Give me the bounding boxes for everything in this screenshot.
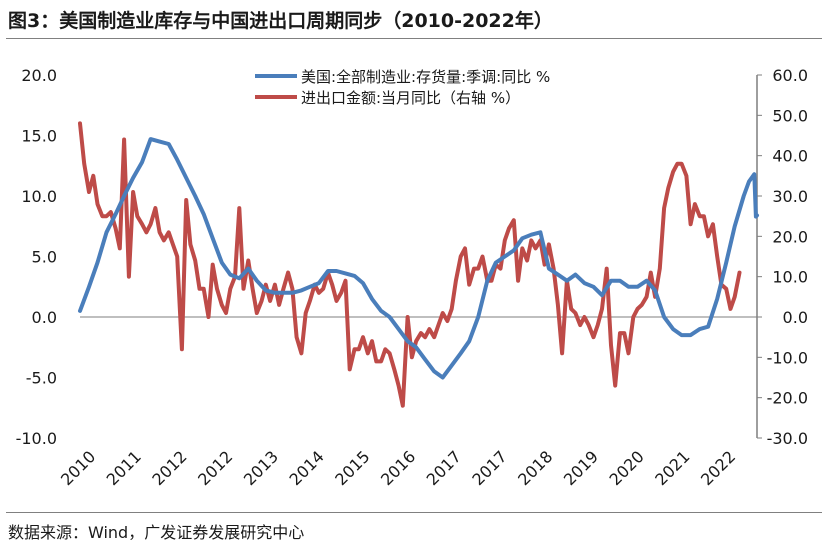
legend-label-red: 进出口金额:当月同比（右轴 %）	[301, 89, 520, 107]
legend-label-blue: 美国:全部制造业:存货量:季调:同比 %	[301, 68, 550, 86]
x-tick-label: 2016	[377, 447, 419, 489]
series-lines	[78, 121, 759, 408]
x-tick-label: 2017	[423, 447, 465, 489]
y-left-tick-label: 0.0	[32, 308, 57, 327]
y-left-tick-label: 5.0	[32, 248, 57, 267]
series-line-china-trade	[78, 121, 742, 408]
y-right-tick-label: 60.0	[772, 66, 808, 85]
x-tick-label: 2022	[697, 447, 739, 489]
x-tick-label: 2012	[194, 447, 236, 489]
y-right-tick-label: 10.0	[772, 268, 808, 287]
figure-title: 图3：美国制造业库存与中国进出口周期同步（2010-2022年）	[8, 10, 553, 32]
y-right-tick-label: 40.0	[772, 147, 808, 166]
y-left-tick-label: -10.0	[16, 429, 57, 448]
x-tick-label: 2015	[331, 447, 373, 489]
y-right-tick-label: 20.0	[772, 227, 808, 246]
x-tick-label: 2012	[148, 447, 190, 489]
y-right-tick-label: 30.0	[772, 187, 808, 206]
y-right-tick-label: -20.0	[767, 389, 808, 408]
y-left-tick-label: 10.0	[21, 187, 57, 206]
axes: 20.0 15.0 10.0 5.0 0.0 -5.0 -10.0 60.0 50.0 40.0 3…	[16, 66, 808, 489]
y-left-tick-label: -5.0	[26, 369, 57, 388]
source-note: 数据来源：Wind，广发证券发展研究中心	[8, 523, 305, 542]
x-tick-label: 2011	[103, 447, 145, 489]
y-right-tick-label: -10.0	[767, 348, 808, 367]
source-rule	[6, 512, 822, 513]
y-right-tick-label: 50.0	[772, 106, 808, 125]
x-tick-label: 2010	[57, 447, 99, 489]
y-left-tick-label: 20.0	[21, 66, 57, 85]
x-tick-label: 2013	[240, 447, 282, 489]
x-tick-label: 2019	[560, 447, 602, 489]
title-rule	[6, 38, 822, 39]
x-tick-label: 2017	[468, 447, 510, 489]
y-right-tick-label: 0.0	[783, 308, 808, 327]
x-tick-label: 2014	[286, 447, 328, 489]
x-tick-label: 2018	[514, 447, 556, 489]
series-line-us-inventory	[78, 137, 759, 380]
legend: 美国:全部制造业:存货量:季调:同比 % 进出口金额:当月同比（右轴 %）	[255, 68, 550, 107]
y-right-tick-label: -30.0	[767, 429, 808, 448]
x-tick-label: 2020	[606, 447, 648, 489]
y-left-tick-label: 15.0	[21, 127, 57, 146]
x-tick-label: 2021	[651, 447, 693, 489]
